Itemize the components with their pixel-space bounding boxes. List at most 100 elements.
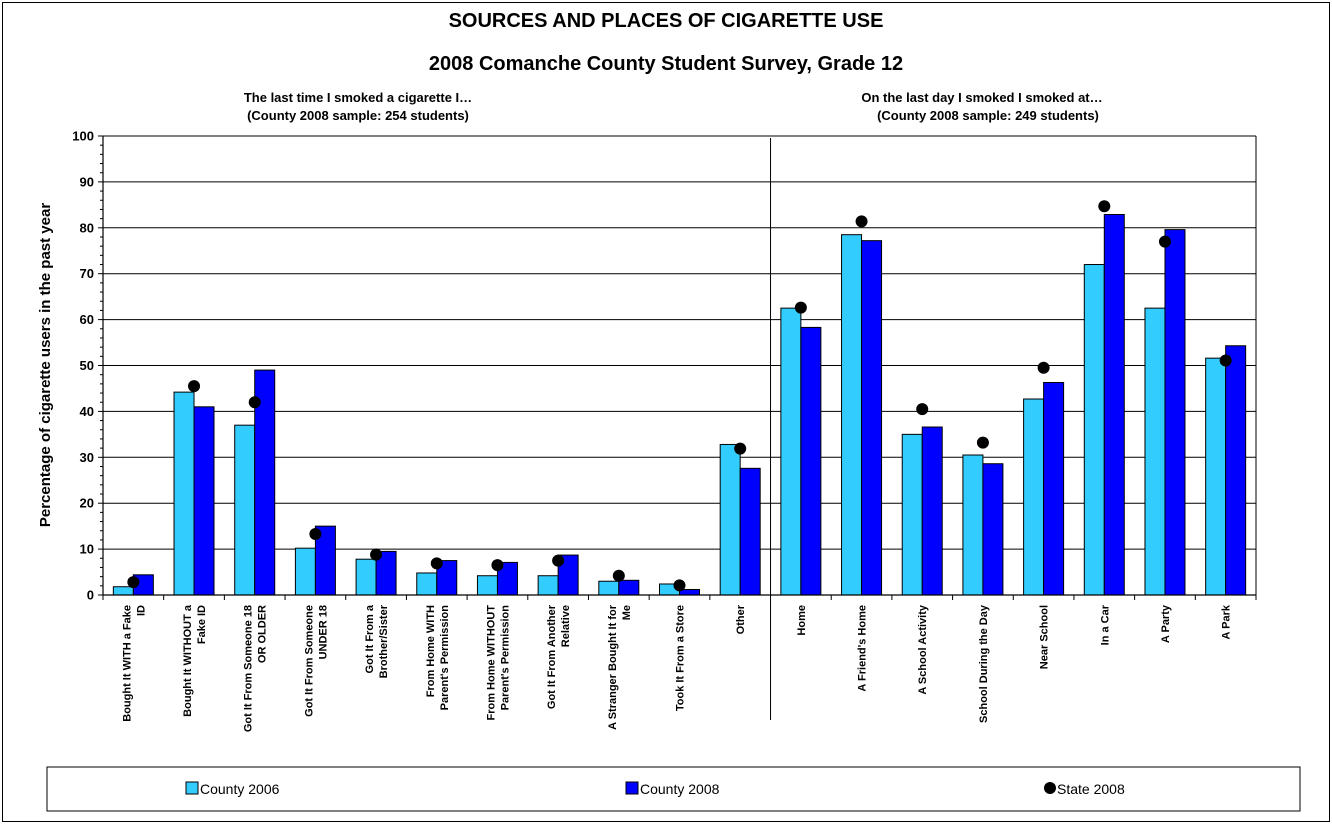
category-label-line: Bought It WITH a Fake xyxy=(121,605,133,722)
category-label: Home xyxy=(796,605,808,636)
category-label-line: Got It From Someone xyxy=(303,605,315,717)
marker-state-2008 xyxy=(976,436,989,449)
category-label-line: Brother/Sister xyxy=(378,604,390,678)
y-tick-label: 30 xyxy=(80,450,94,465)
category-label-line: Other xyxy=(735,604,747,634)
category-label-line: From Home WITHOUT xyxy=(485,605,497,721)
legend-label: County 2006 xyxy=(200,781,280,797)
bar-county-2008 xyxy=(1043,381,1065,596)
legend-box xyxy=(46,766,1301,812)
right-panel-heading: On the last day I smoked I smoked at… xyxy=(861,90,1102,105)
y-tick-label: 70 xyxy=(80,266,94,281)
right-panel-sample: (County 2008 sample: 249 students) xyxy=(877,108,1099,123)
bar-county-2006 xyxy=(841,234,863,596)
marker-state-2008 xyxy=(552,554,565,567)
bar-county-2008 xyxy=(193,406,215,596)
bar-county-2008 xyxy=(1225,345,1247,596)
y-tick-label: 0 xyxy=(87,588,94,603)
category-label: Took It From a Store xyxy=(675,605,687,711)
bar-county-2008 xyxy=(618,579,640,596)
category-label-line: Near School xyxy=(1039,605,1051,669)
category-label-line: A Party xyxy=(1160,604,1172,643)
marker-state-2008 xyxy=(309,527,322,540)
marker-state-2008 xyxy=(248,396,261,409)
category-label-line: ID xyxy=(135,605,147,616)
category-label: Other xyxy=(735,604,747,634)
category-label: Got It From Someone UNDER 18 xyxy=(303,605,329,717)
category-label: From Home WITH Parent's Permission xyxy=(425,605,451,711)
category-labels: Bought It WITH a Fake ID Bought It WITHOUT… xyxy=(121,604,1232,732)
category-label: A School Activity xyxy=(917,604,929,695)
bar-county-2006 xyxy=(1144,307,1166,596)
y-tick-label: 90 xyxy=(80,174,94,189)
bar-county-2008 xyxy=(1103,213,1125,596)
category-label: Got It From Someone 18 OR OLDER xyxy=(243,605,269,732)
category-label-line: School During the Day xyxy=(978,604,990,723)
gridlines xyxy=(103,135,1256,550)
category-label-line: OR OLDER xyxy=(257,605,269,663)
category-label: Near School xyxy=(1039,605,1051,669)
y-axis-ticks: 0 10 20 30 40 50 60 70 80 90 100 xyxy=(72,129,103,603)
left-panel-heading: The last time I smoked a cigarette I… xyxy=(244,90,472,105)
chart-subtitle: 2008 Comanche County Student Survey, Gra… xyxy=(429,53,903,75)
category-label: A Stranger Bought It for Me xyxy=(607,604,633,730)
marker-state-2008 xyxy=(370,548,383,561)
bar-county-2006 xyxy=(234,424,256,596)
legend-label: State 2008 xyxy=(1057,781,1125,797)
category-label-line: Got It From a xyxy=(364,604,376,673)
category-label-line: Got It From Another xyxy=(546,604,558,709)
category-label-line: Relative xyxy=(560,605,572,647)
bar-county-2006 xyxy=(294,547,316,596)
category-label-line: Fake ID xyxy=(196,605,208,644)
marker-state-2008 xyxy=(734,442,747,455)
category-label-line: A Stranger Bought It for xyxy=(607,604,619,730)
bar-county-2006 xyxy=(719,443,741,596)
marker-state-2008 xyxy=(916,403,929,416)
y-tick-label: 20 xyxy=(80,496,94,511)
bar-county-2006 xyxy=(901,433,923,596)
chart-title: SOURCES AND PLACES OF CIGARETTE USE xyxy=(449,10,884,32)
legend-swatch-state-2008 xyxy=(1044,782,1056,794)
category-label-line: Parent's Permission xyxy=(439,605,451,711)
category-label: From Home WITHOUT Parent's Permission xyxy=(485,605,511,721)
category-label-line: UNDER 18 xyxy=(317,605,329,659)
category-label-line: Parent's Permission xyxy=(499,605,511,711)
y-tick-label: 50 xyxy=(80,358,94,373)
marker-state-2008 xyxy=(127,576,140,589)
category-label-line: A Friend's Home xyxy=(857,605,869,692)
y-tick-label: 80 xyxy=(80,220,94,235)
bar-county-2006 xyxy=(1083,264,1105,596)
bar-county-2006 xyxy=(416,572,438,596)
bar-county-2006 xyxy=(1023,398,1045,596)
state-markers xyxy=(127,200,1232,592)
left-panel-sample: (County 2008 sample: 254 students) xyxy=(247,108,469,123)
marker-state-2008 xyxy=(1037,361,1050,374)
marker-state-2008 xyxy=(1098,200,1111,213)
bar-county-2006 xyxy=(962,454,984,596)
marker-state-2008 xyxy=(612,569,625,582)
bar-county-2008 xyxy=(1164,229,1186,596)
legend-swatch-county-2008 xyxy=(625,781,639,795)
y-axis-label: Percentage of cigarette users in the pas… xyxy=(37,203,54,527)
y-tick-label: 60 xyxy=(80,312,94,327)
category-label: School During the Day xyxy=(978,604,990,723)
category-label-line: Bought It WITHOUT a xyxy=(182,604,194,717)
marker-state-2008 xyxy=(491,559,504,572)
category-label-line: Got It From Someone 18 xyxy=(243,605,255,732)
category-label: In a Car xyxy=(1099,604,1111,645)
category-label-line: Me xyxy=(621,605,633,620)
bar-county-2006 xyxy=(780,307,802,596)
legend: County 2006 County 2008 State 2008 xyxy=(185,781,1125,797)
category-label-line: From Home WITH xyxy=(425,605,437,697)
category-label: A Friend's Home xyxy=(857,605,869,692)
bar-county-2008 xyxy=(921,426,943,596)
category-label-line: Home xyxy=(796,605,808,636)
y-tick-label: 40 xyxy=(80,404,94,419)
marker-state-2008 xyxy=(1158,235,1171,248)
category-label-line: A Park xyxy=(1221,604,1233,639)
marker-state-2008 xyxy=(430,557,443,570)
category-label: Got It From a Brother/Sister xyxy=(364,604,390,678)
category-label: Bought It WITH a Fake ID xyxy=(121,605,147,722)
bar-county-2006 xyxy=(173,391,195,596)
marker-state-2008 xyxy=(188,380,201,393)
